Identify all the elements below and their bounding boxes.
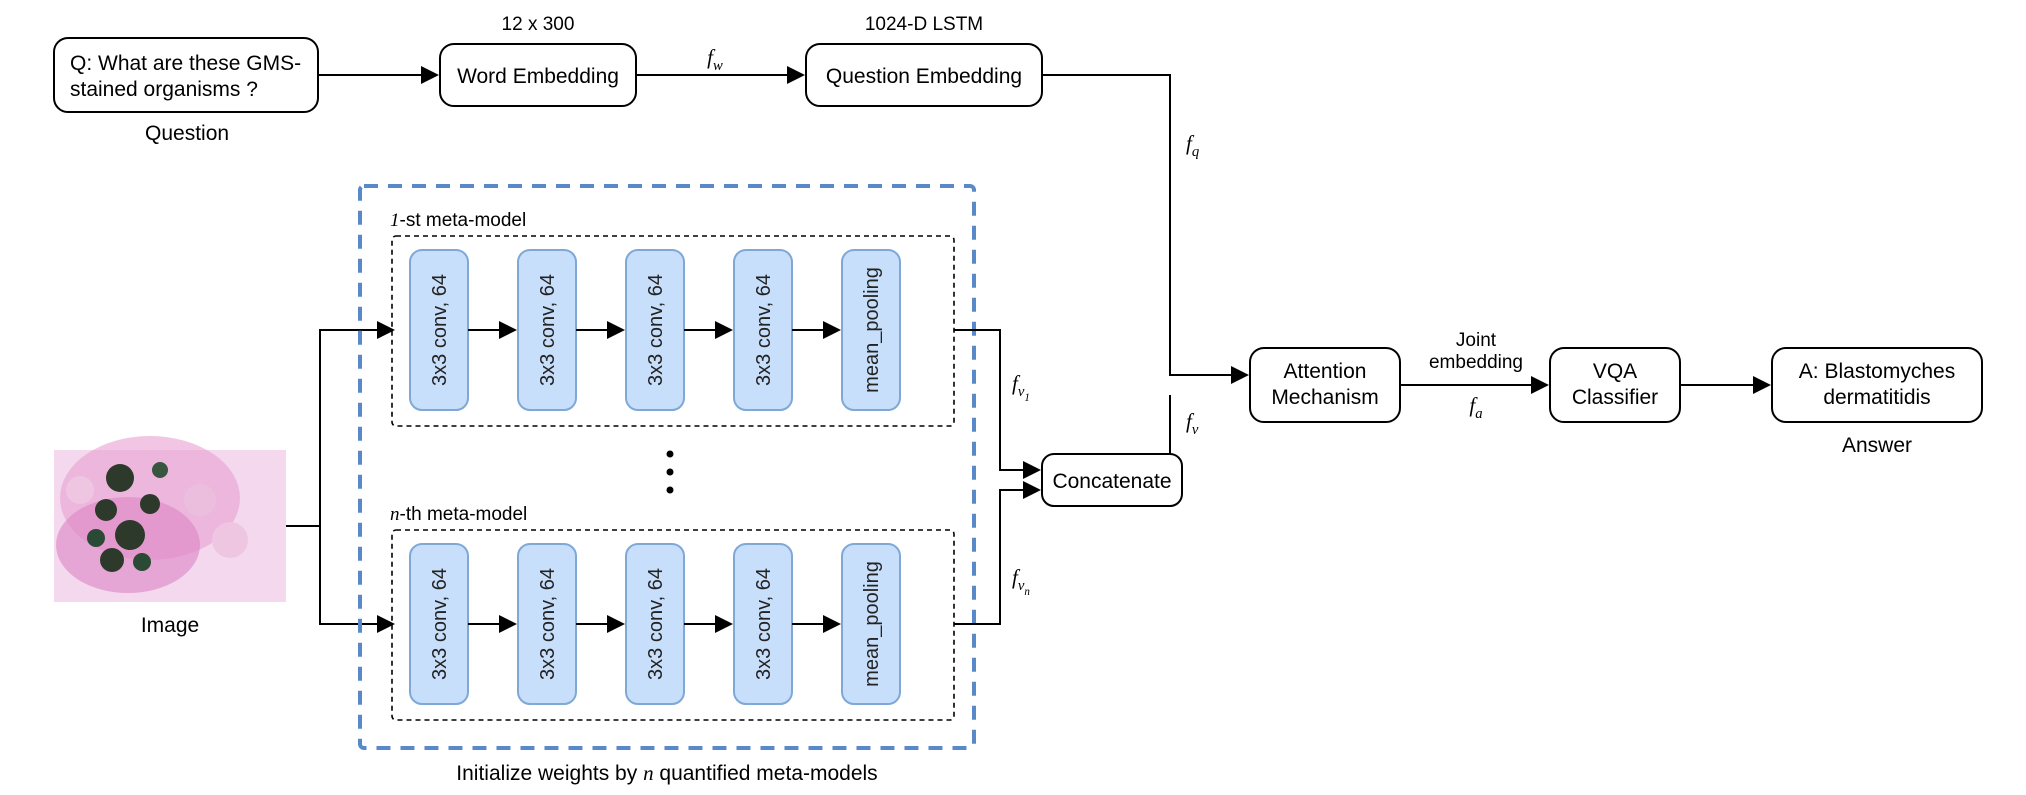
question-embedding-toplabel: 1024-D LSTM — [865, 14, 983, 35]
conv-block-label: 3x3 conv, 64 — [429, 274, 451, 386]
word-embedding-toplabel: 12 x 300 — [502, 14, 575, 35]
conv-block-label: 3x3 conv, 64 — [429, 568, 451, 680]
answer-line2: dermatitidis — [1823, 386, 1930, 409]
edge-image-split — [286, 330, 392, 526]
conv-block-label: 3x3 conv, 64 — [645, 568, 667, 680]
question-embedding-label: Question Embedding — [826, 65, 1022, 88]
fq-label: fq — [1186, 131, 1199, 160]
conv-block-label: mean_pooling — [861, 267, 883, 393]
fa-label: fa — [1469, 393, 1482, 422]
conv-block-label: 3x3 conv, 64 — [645, 274, 667, 386]
meta-caption: Initialize weights by n quantified meta-… — [456, 761, 877, 785]
conv-block-label: 3x3 conv, 64 — [537, 568, 559, 680]
fw-label: fw — [707, 45, 723, 74]
conv-block-label: 3x3 conv, 64 — [537, 274, 559, 386]
meta-ellipsis — [667, 451, 674, 494]
question-caption: Question — [145, 122, 229, 145]
answer-line1: A: Blastomyches — [1799, 360, 1955, 383]
joint-label2: embedding — [1429, 352, 1523, 373]
question-line1: Q: What are these GMS- — [70, 52, 301, 75]
image-caption: Image — [141, 614, 199, 637]
concat-label: Concatenate — [1052, 470, 1171, 493]
joint-label1: Joint — [1456, 330, 1497, 351]
vqa-label1: VQA — [1593, 360, 1637, 383]
vqa-label2: Classifier — [1572, 386, 1658, 409]
conv-block-label: 3x3 conv, 64 — [753, 274, 775, 386]
edge-metan-concat — [954, 490, 1038, 624]
fv-label: fv — [1186, 409, 1199, 438]
question-line2: stained organisms ? — [70, 78, 258, 101]
edge-image-split2 — [320, 526, 392, 624]
attention-label2: Mechanism — [1271, 386, 1378, 409]
edge-qemb-to-attn — [1042, 75, 1246, 375]
word-embedding-label: Word Embedding — [457, 65, 619, 88]
meta-label-n: n-th meta-model — [390, 504, 527, 525]
attention-label1: Attention — [1284, 360, 1367, 383]
meta-label-1: 1-st meta-model — [390, 210, 526, 231]
image-thumbnail — [54, 436, 286, 602]
fv1-label: fv1 — [1012, 371, 1030, 404]
answer-caption: Answer — [1842, 434, 1912, 457]
conv-block-label: 3x3 conv, 64 — [753, 568, 775, 680]
conv-block-label: mean_pooling — [861, 561, 883, 687]
fvn-label: fvn — [1012, 565, 1030, 598]
